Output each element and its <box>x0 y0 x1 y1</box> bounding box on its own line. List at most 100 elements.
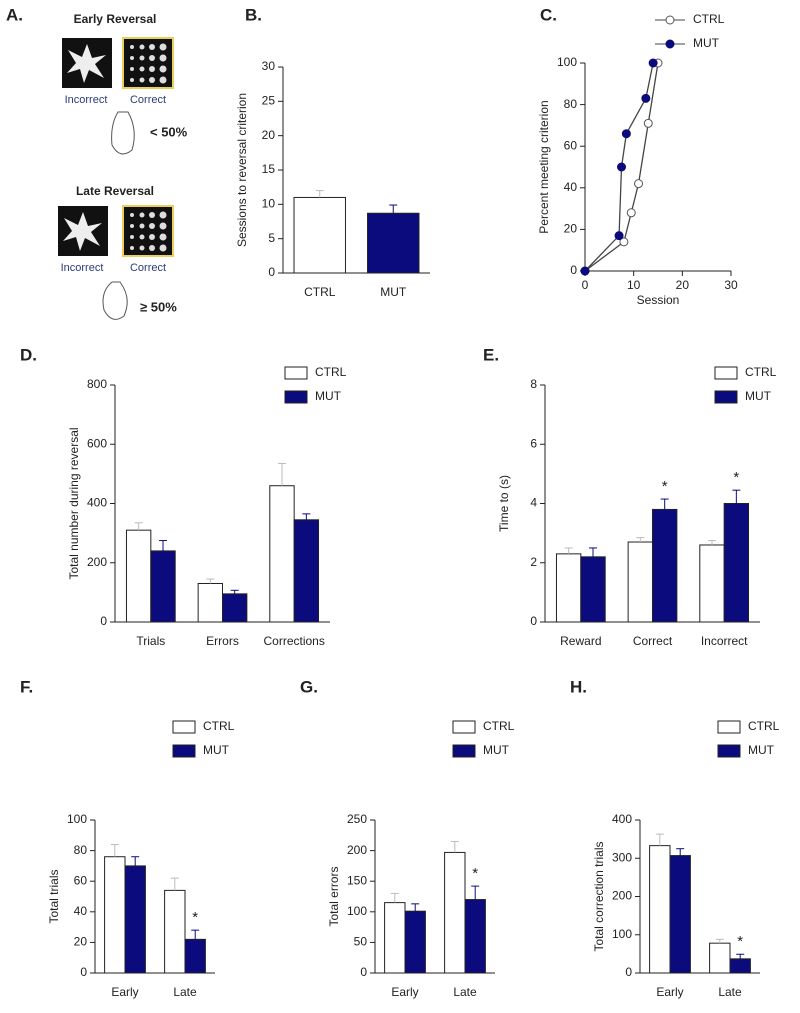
y-tick-label: 10 <box>262 197 276 211</box>
bar <box>293 519 320 623</box>
panel-label: C. <box>540 5 557 24</box>
y-tick-label: 15 <box>262 162 276 176</box>
legend-swatch <box>717 744 741 758</box>
legend-swatch <box>452 744 476 758</box>
legend-swatch <box>284 366 308 380</box>
panel-label: G. <box>300 677 318 696</box>
y-axis-label: Time to (s) <box>497 475 511 532</box>
y-tick-label: 0 <box>360 965 367 979</box>
panel-label: D. <box>20 345 37 364</box>
x-tick-label: 0 <box>582 278 589 292</box>
y-tick-label: 20 <box>74 935 88 949</box>
y-tick-label: 6 <box>530 436 537 450</box>
y-tick-label: 0 <box>625 965 632 979</box>
stimulus-label: Correct <box>130 262 166 274</box>
y-axis-label: Total trials <box>47 869 61 923</box>
stimulus-label: Correct <box>130 94 166 106</box>
stimulus-dots <box>130 43 167 84</box>
criterion: < 50% <box>150 124 188 139</box>
y-tick-label: 250 <box>347 812 367 826</box>
legend-label: MUT <box>483 743 510 757</box>
stimulus-label: Incorrect <box>65 94 108 106</box>
bar <box>184 938 206 974</box>
x-tick-label: Correct <box>633 634 673 648</box>
panel-label: E. <box>483 345 499 364</box>
legend-swatch <box>452 720 476 734</box>
bar <box>124 865 146 974</box>
point <box>614 231 624 241</box>
x-tick-label: Early <box>391 985 418 999</box>
series-line <box>584 62 654 272</box>
legend-label: CTRL <box>745 365 777 379</box>
bar <box>444 851 466 974</box>
x-tick-label: 20 <box>676 278 690 292</box>
stimulus-shape <box>67 44 106 83</box>
bar <box>293 196 346 274</box>
mouse-icon <box>111 111 135 155</box>
mouse-icon <box>102 281 128 320</box>
point <box>617 162 626 172</box>
y-axis-label: Total number during reversal <box>67 427 81 579</box>
y-tick-label: 600 <box>87 436 107 450</box>
legend-label: MUT <box>748 743 775 757</box>
significance-mark: * <box>192 909 198 926</box>
y-tick-label: 4 <box>530 496 537 510</box>
point <box>626 208 636 218</box>
x-tick-label: CTRL <box>304 285 336 299</box>
significance-mark: * <box>733 469 739 486</box>
point <box>634 179 644 189</box>
y-tick-label: 100 <box>557 55 577 69</box>
legend-marker <box>665 15 675 25</box>
x-tick-label: Early <box>656 985 683 999</box>
bar <box>555 553 582 623</box>
y-tick-label: 0 <box>268 265 275 279</box>
panel-label: A. <box>6 5 23 24</box>
y-tick-label: 20 <box>564 222 578 236</box>
bar <box>649 845 671 974</box>
bar <box>404 910 426 974</box>
bar <box>580 556 606 623</box>
y-axis-label: Sessions to reversal criterion <box>235 93 249 247</box>
x-tick-label: Late <box>173 985 197 999</box>
y-tick-label: 40 <box>564 180 578 194</box>
y-tick-label: 100 <box>612 927 632 941</box>
bar <box>669 855 691 974</box>
point <box>619 237 629 247</box>
bar <box>197 582 223 623</box>
y-axis-label: Total errors <box>327 866 341 926</box>
point <box>641 93 651 103</box>
y-tick-label: 80 <box>74 843 88 857</box>
bar <box>723 503 750 623</box>
x-axis-label: Session <box>637 293 680 307</box>
bar <box>699 544 725 623</box>
point <box>621 129 631 139</box>
bar <box>164 889 186 974</box>
legend-label: MUT <box>315 389 342 403</box>
y-tick-label: 200 <box>612 889 632 903</box>
y-tick-label: 200 <box>347 843 367 857</box>
x-tick-label: Reward <box>560 634 601 648</box>
y-tick-label: 400 <box>612 812 632 826</box>
legend-marker <box>665 39 675 49</box>
panel-title: Early Reversal <box>74 12 157 26</box>
x-tick-label: Errors <box>206 634 239 648</box>
y-tick-label: 200 <box>87 555 107 569</box>
legend-swatch <box>172 720 196 734</box>
point <box>648 58 658 68</box>
legend-label: MUT <box>745 389 772 403</box>
y-tick-label: 0 <box>570 263 577 277</box>
bar <box>222 593 248 623</box>
x-tick-label: MUT <box>380 285 407 299</box>
significance-mark: * <box>737 933 743 950</box>
y-tick-label: 5 <box>268 231 275 245</box>
bar <box>464 899 486 974</box>
criterion: ≥ 50% <box>140 299 177 314</box>
stimulus-shape <box>63 212 102 251</box>
x-tick-label: 30 <box>724 278 738 292</box>
panel-label: H. <box>570 677 587 696</box>
y-tick-label: 300 <box>612 850 632 864</box>
significance-mark: * <box>472 865 478 882</box>
y-tick-label: 8 <box>530 377 537 391</box>
bar <box>709 942 731 974</box>
